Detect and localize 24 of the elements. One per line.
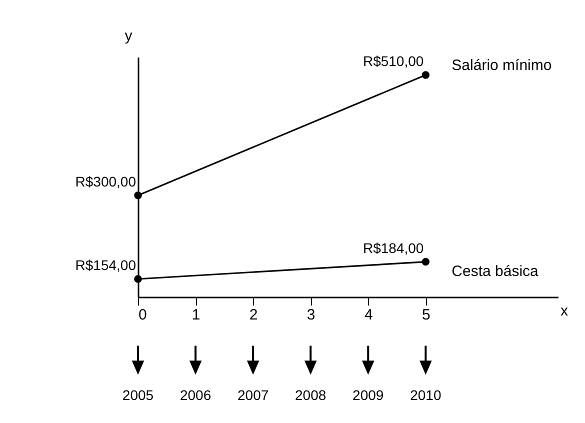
text: 2010	[410, 387, 442, 403]
y-axis-title: y	[124, 28, 133, 44]
point	[134, 191, 142, 200]
x-tick-label: 2	[249, 306, 258, 324]
text: 2005	[122, 387, 154, 403]
data-label: R$154,00	[75, 257, 136, 273]
x-tick-label: 3	[306, 306, 316, 324]
text: 2006	[180, 387, 212, 403]
x-tick-label: 4	[364, 306, 373, 324]
x-tick-label: 5	[422, 306, 430, 324]
text: 2007	[237, 387, 269, 403]
point	[422, 71, 430, 79]
text: 2008	[295, 387, 326, 403]
series-label: Cesta básica	[452, 262, 540, 280]
x-axis-title: x	[560, 302, 568, 320]
x-tick-label: 0	[138, 306, 147, 324]
point	[134, 275, 142, 283]
text: 2009	[352, 387, 384, 403]
data-label: R$510,00	[362, 53, 424, 69]
x-tick-label: 1	[192, 306, 200, 324]
data-label: R$184,00	[362, 240, 424, 256]
point	[422, 258, 430, 266]
series-label: Salário mínimo	[452, 57, 552, 74]
data-label: R$300,00	[75, 173, 136, 190]
